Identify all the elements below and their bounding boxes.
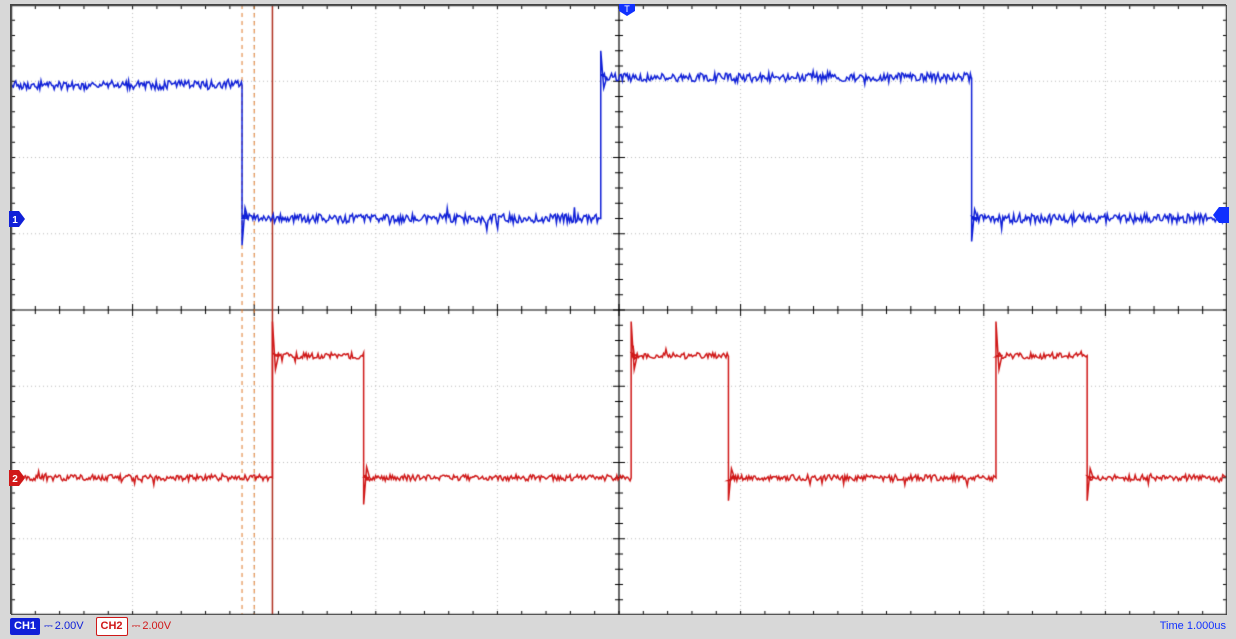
ch2-readout: CH2 ⎓ 2.00V [96, 618, 178, 635]
ch1-coupling-icon: ⎓ [44, 618, 53, 635]
ch1-scale-label: 2.00V [53, 618, 90, 635]
trigger-level-marker [1213, 207, 1227, 221]
status-bar: CH1 ⎓ 2.00V CH2 ⎓ 2.00V Time 1.000us [10, 618, 1226, 635]
timebase-value: 1.000us [1187, 620, 1226, 632]
ch2-ground-marker: 2 [9, 470, 23, 484]
timebase-label: Time [1160, 620, 1184, 632]
ch2-chip: CH2 [96, 617, 128, 636]
oscilloscope-frame: T 1 2 CH1 ⎓ 2.00V CH2 ⎓ 2.00V Time 1.0 [0, 0, 1236, 639]
ch1-chip: CH1 [10, 618, 40, 635]
ch1-ground-marker: 1 [9, 211, 23, 225]
ch2-coupling-icon: ⎓ [132, 618, 141, 635]
svg-text:2: 2 [12, 474, 18, 485]
ch2-scale-label: 2.00V [140, 618, 177, 635]
scope-plot-area: T 1 2 [10, 4, 1226, 614]
svg-text:1: 1 [12, 215, 18, 226]
scope-canvas [11, 5, 1227, 615]
timebase-readout: Time 1.000us [1160, 618, 1226, 635]
ch1-readout: CH1 ⎓ 2.00V [10, 618, 90, 635]
trigger-marker-label: T [624, 4, 630, 14]
